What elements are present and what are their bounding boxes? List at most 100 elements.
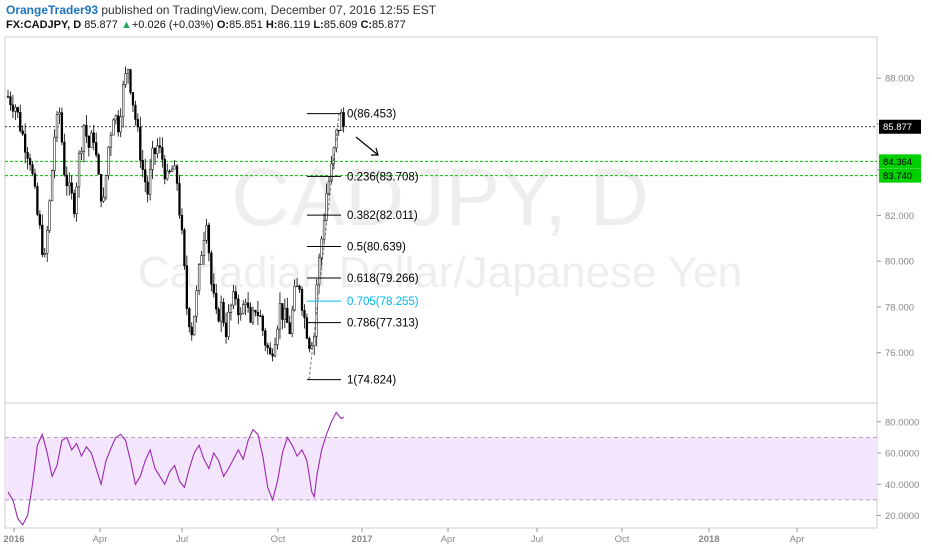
- rsi-axis-label: 20.0000: [885, 511, 919, 522]
- axes-layer[interactable]: 88.00086.00084.00082.00080.00078.00076.0…: [3, 74, 919, 545]
- candle-body: [195, 290, 198, 317]
- candle-body: [75, 186, 78, 215]
- time-axis-label: Oct: [615, 534, 630, 545]
- candle: [114, 114, 117, 125]
- candle-body: [141, 160, 144, 170]
- candle-body: [68, 182, 71, 187]
- current-price-tag-label: 85.877: [883, 122, 912, 133]
- candle-body: [259, 315, 262, 317]
- candle: [99, 174, 103, 208]
- candle: [313, 332, 316, 356]
- candle: [50, 169, 54, 202]
- candle-body: [21, 130, 24, 135]
- candle: [6, 90, 10, 98]
- open-value: 85.851: [229, 19, 263, 31]
- candle-body: [269, 347, 272, 355]
- candle-body: [207, 224, 211, 254]
- arrow-annotation[interactable]: [355, 136, 379, 156]
- candle-body: [102, 196, 105, 202]
- candle-body: [82, 124, 86, 152]
- candle-body: [36, 186, 39, 215]
- rsi-band: [5, 437, 877, 500]
- candle-body: [70, 182, 73, 194]
- candle-body: [43, 253, 46, 255]
- candle: [281, 303, 284, 330]
- time-axis-label: Apr: [93, 534, 108, 545]
- candle: [24, 123, 27, 164]
- candle: [122, 80, 125, 128]
- candle-body: [85, 124, 88, 137]
- price-pane[interactable]: [4, 36, 878, 404]
- candle-body: [139, 126, 142, 161]
- candle: [9, 91, 12, 111]
- price-change: +0.026 (+0.03%): [131, 19, 214, 31]
- fibonacci-layer[interactable]: 0(86.453) 0.236(83.708) 0.382(82.011) 0.5(8…: [307, 109, 419, 387]
- candle-body: [193, 315, 196, 336]
- candle-body: [119, 116, 122, 133]
- price-axis-label: 88.000: [885, 74, 914, 85]
- time-axis-label: Oct: [271, 534, 286, 545]
- candle: [58, 107, 61, 125]
- candle-body: [87, 136, 90, 148]
- candle-body: [97, 154, 100, 175]
- time-axis-label: 2017: [351, 534, 372, 545]
- candle-body: [92, 132, 95, 143]
- candle: [308, 336, 311, 353]
- fib-level-label: 0.382(82.011): [347, 210, 418, 222]
- candle: [183, 227, 186, 270]
- candle: [14, 104, 17, 121]
- candle: [305, 313, 309, 340]
- candle: [158, 136, 162, 154]
- candle-body: [224, 322, 228, 338]
- candle-body: [217, 308, 220, 322]
- high-value: 86.119: [277, 19, 311, 31]
- candles-layer: [6, 66, 345, 362]
- candle-body: [171, 168, 174, 173]
- candle-body: [303, 310, 306, 318]
- candle: [259, 309, 262, 317]
- candle: [264, 327, 267, 352]
- candle: [63, 133, 66, 177]
- candle-body: [153, 147, 157, 154]
- candle-body: [295, 285, 299, 288]
- candle-body: [9, 96, 12, 106]
- candle: [151, 140, 154, 179]
- candle: [68, 172, 71, 196]
- candle: [92, 124, 95, 151]
- candle-body: [65, 174, 68, 187]
- candle: [102, 187, 105, 203]
- candle: [148, 159, 152, 201]
- candle-body: [173, 165, 176, 170]
- candle-body: [14, 107, 17, 112]
- rsi-line: [7, 411, 344, 526]
- support-price-tag: [879, 168, 921, 183]
- candle-body: [33, 173, 37, 187]
- candle-body: [320, 238, 323, 258]
- support-price-tag: [879, 154, 921, 169]
- candle: [271, 348, 274, 362]
- candle-body: [200, 255, 203, 265]
- candle-body: [232, 291, 235, 306]
- candle: [41, 214, 44, 258]
- candle-body: [158, 145, 162, 148]
- rsi-axis-label: 40.0000: [885, 480, 919, 491]
- candle: [256, 301, 260, 326]
- candle-body: [244, 302, 247, 305]
- candle-body: [288, 322, 291, 334]
- candle: [161, 137, 164, 168]
- fib-level-label: 0.786(77.313): [347, 318, 419, 330]
- author-link[interactable]: OrangeTrader93: [6, 3, 99, 17]
- candle: [139, 116, 142, 168]
- symbol-label: FX:CADJPY, D: [6, 19, 82, 31]
- candle: [342, 107, 345, 133]
- low-value: 85.609: [323, 19, 358, 31]
- candle: [178, 174, 181, 219]
- candle: [217, 306, 220, 323]
- candle: [246, 292, 250, 313]
- fib-level-label: 0.5(80.639): [347, 242, 406, 254]
- candle: [224, 312, 228, 344]
- candle-body: [298, 285, 301, 290]
- candle: [254, 309, 257, 317]
- candle: [185, 255, 188, 316]
